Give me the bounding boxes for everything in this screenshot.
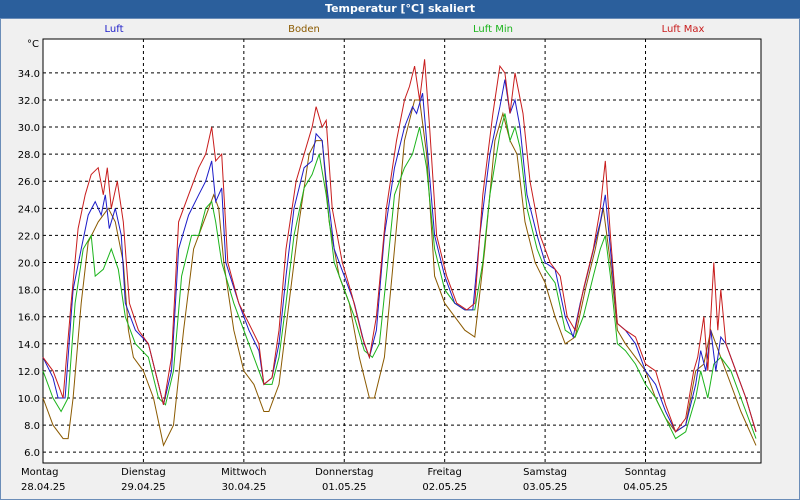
y-tick-label: 12.0 xyxy=(18,367,40,378)
x-day-label: Dienstag xyxy=(121,467,166,478)
y-tick-label: 30.0 xyxy=(18,123,40,134)
y-tick-label: 28.0 xyxy=(18,150,40,161)
x-date-label: 04.05.25 xyxy=(623,482,668,493)
y-tick-label: 18.0 xyxy=(18,286,40,297)
x-day-label: Samstag xyxy=(523,467,567,478)
legend-entry: Boden xyxy=(288,24,320,35)
y-tick-label: 16.0 xyxy=(18,313,40,324)
y-tick-label: 8.0 xyxy=(24,421,40,432)
series-line xyxy=(42,99,757,447)
y-tick-label: 24.0 xyxy=(18,204,40,215)
x-day-label: Montag xyxy=(21,467,58,478)
temperature-chart: 6.0 8.0 10.0 12.0 14.0 16.0 18.0 20.0 22.0 24.0 26… xyxy=(18,24,762,493)
chart-title: Temperatur [°C] skaliert xyxy=(325,2,475,15)
x-date-label: 28.04.25 xyxy=(21,482,66,493)
y-tick-label: 34.0 xyxy=(18,69,40,80)
series-line xyxy=(42,59,757,433)
series-line xyxy=(42,113,757,440)
y-tick-label: 22.0 xyxy=(18,231,40,242)
y-tick-label: 10.0 xyxy=(18,394,40,405)
x-day-label: Donnerstag xyxy=(315,467,373,478)
y-axis-label: °C xyxy=(27,39,39,50)
x-date-label: 01.05.25 xyxy=(322,482,367,493)
x-day-label: Freitag xyxy=(428,467,462,478)
y-tick-label: 14.0 xyxy=(18,340,40,351)
legend-entry: Luft xyxy=(105,24,124,35)
x-date-label: 03.05.25 xyxy=(523,482,568,493)
y-tick-label: 20.0 xyxy=(18,259,40,270)
x-date-label: 30.04.25 xyxy=(222,482,267,493)
x-day-label: Sonntag xyxy=(625,467,667,478)
y-tick-label: 6.0 xyxy=(24,448,40,459)
plot-area xyxy=(42,38,762,464)
x-date-label: 29.04.25 xyxy=(121,482,166,493)
legend-entry: Luft Min xyxy=(473,24,513,35)
x-date-label: 02.05.25 xyxy=(422,482,467,493)
window-title-bar: Temperatur [°C] skaliert xyxy=(0,0,800,18)
y-tick-label: 32.0 xyxy=(18,96,40,107)
legend-entry: Luft Max xyxy=(662,24,705,35)
y-tick-label: 26.0 xyxy=(18,177,40,188)
chart-frame: 6.0 8.0 10.0 12.0 14.0 16.0 18.0 20.0 22.0 24.0 26… xyxy=(0,18,800,500)
x-day-label: Mittwoch xyxy=(221,467,266,478)
